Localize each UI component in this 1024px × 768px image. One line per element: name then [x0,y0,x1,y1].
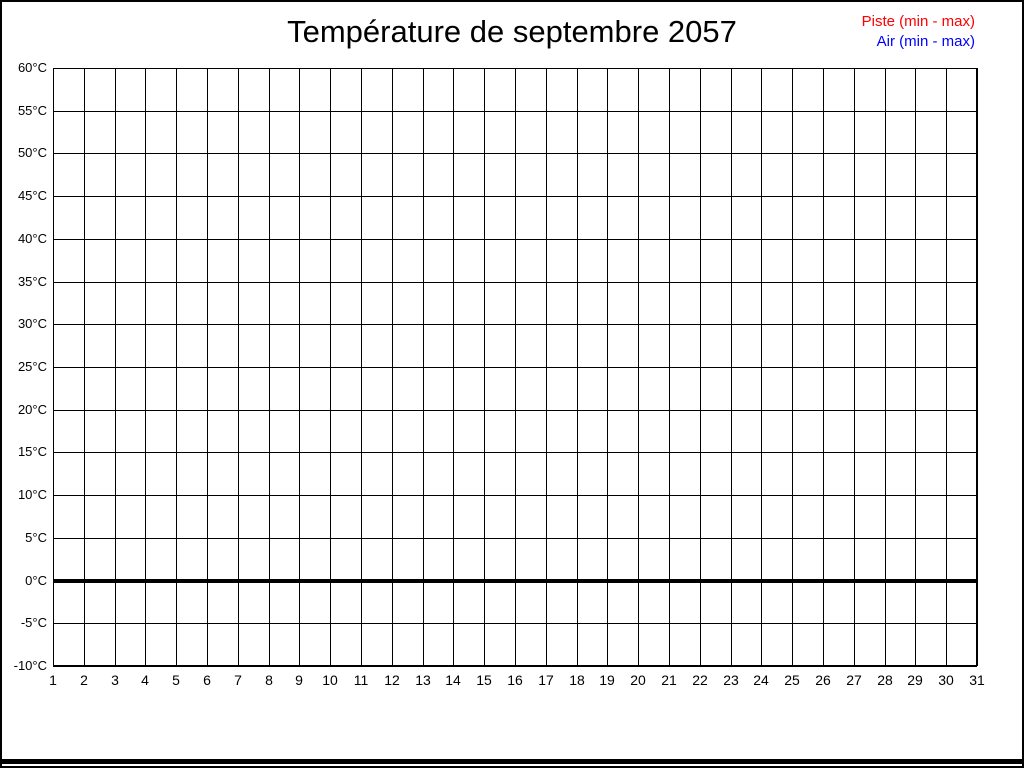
x-tick-label: 13 [415,672,431,688]
v-gridline [731,68,732,666]
v-gridline [669,68,670,666]
x-tick-label: 31 [969,672,985,688]
chart-title: Température de septembre 2057 [287,14,737,49]
y-tick-label: 60°C [17,60,47,75]
h-gridline [53,666,977,667]
x-tick-label: 20 [630,672,646,688]
x-tick-label: 5 [172,672,180,688]
v-gridline [176,68,177,666]
v-gridline [115,68,116,666]
v-gridline [299,68,300,666]
x-tick-label: 23 [723,672,739,688]
x-tick-label: 18 [569,672,585,688]
plot-area [53,68,978,667]
v-gridline [638,68,639,666]
x-tick-label: 6 [203,672,211,688]
legend-item-air: Air (min - max) [876,33,975,50]
x-tick-label: 28 [877,672,893,688]
v-gridline [84,68,85,666]
v-gridline [946,68,947,666]
zero-line [53,579,977,583]
x-tick-label: 21 [661,672,677,688]
v-gridline [330,68,331,666]
y-tick-label: 35°C [17,274,47,289]
x-tick-label: 2 [80,672,88,688]
v-gridline [546,68,547,666]
x-tick-label: 11 [353,672,369,688]
y-tick-label: 25°C [17,359,47,374]
x-tick-label: 12 [384,672,400,688]
v-gridline [238,68,239,666]
v-gridline [392,68,393,666]
y-tick-label: 55°C [17,103,47,118]
x-tick-label: 10 [322,672,338,688]
x-tick-label: 8 [265,672,273,688]
y-tick-label: 50°C [17,145,47,160]
y-tick-label: 15°C [17,444,47,459]
v-gridline [145,68,146,666]
v-gridline [823,68,824,666]
x-tick-label: 22 [692,672,708,688]
x-tick-label: 17 [538,672,554,688]
v-gridline [792,68,793,666]
v-gridline [269,68,270,666]
v-gridline [700,68,701,666]
x-tick-label: 27 [846,672,862,688]
x-tick-label: 30 [938,672,954,688]
x-tick-label: 29 [907,672,923,688]
x-tick-label: 16 [507,672,523,688]
y-tick-label: 5°C [25,530,47,545]
y-tick-label: 45°C [17,188,47,203]
chart-legend: Piste (min - max) Air (min - max) [862,12,975,52]
v-gridline [885,68,886,666]
y-tick-label: 40°C [17,231,47,246]
v-gridline [854,68,855,666]
v-gridline [207,68,208,666]
v-gridline [423,68,424,666]
x-tick-label: 19 [599,672,615,688]
x-tick-label: 26 [815,672,831,688]
v-gridline [453,68,454,666]
v-gridline [915,68,916,666]
x-tick-label: 4 [141,672,149,688]
y-tick-label: 30°C [17,316,47,331]
x-tick-label: 24 [753,672,769,688]
y-tick-label: -10°C [13,658,47,673]
x-tick-label: 14 [445,672,461,688]
y-tick-label: 0°C [25,573,47,588]
v-gridline [761,68,762,666]
v-gridline [484,68,485,666]
y-tick-label: -5°C [20,615,47,630]
legend-item-piste: Piste (min - max) [861,13,975,30]
v-gridline [515,68,516,666]
x-tick-label: 3 [111,672,119,688]
v-gridline [577,68,578,666]
x-tick-label: 1 [49,672,57,688]
v-gridline [361,68,362,666]
x-tick-label: 7 [234,672,242,688]
x-tick-label: 15 [476,672,492,688]
x-tick-label: 9 [295,672,303,688]
x-tick-label: 25 [784,672,800,688]
bottom-separator [2,759,1022,764]
v-gridline [53,68,54,666]
y-tick-label: 10°C [17,487,47,502]
y-tick-label: 20°C [17,402,47,417]
v-gridline [607,68,608,666]
v-gridline [977,68,978,666]
